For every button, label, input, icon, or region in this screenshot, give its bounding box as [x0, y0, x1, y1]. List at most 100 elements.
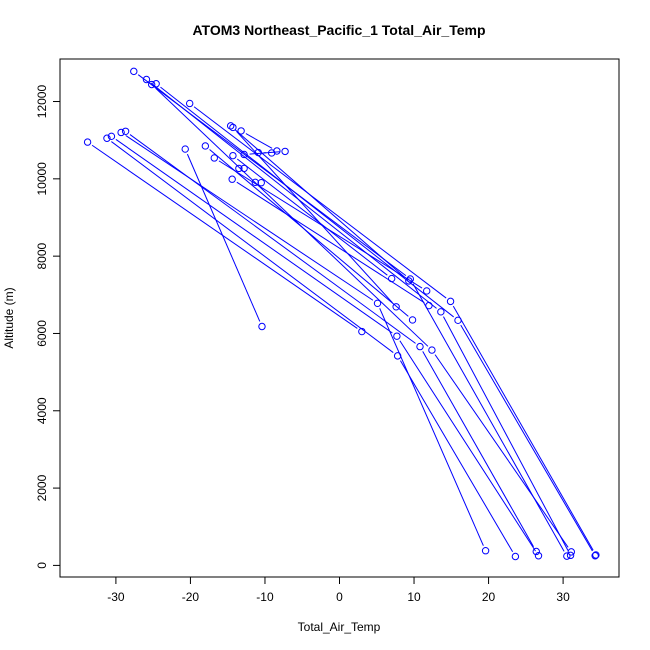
series-segment: [245, 133, 273, 149]
data-point: [425, 301, 433, 310]
series-segment: [129, 134, 416, 344]
data-series: [117, 128, 490, 555]
series-segment: [399, 340, 536, 552]
data-series: [201, 142, 417, 324]
data-point: [446, 297, 455, 306]
x-axis-label: Total_Air_Temp: [298, 620, 381, 634]
data-series: [235, 164, 248, 173]
x-axis: -30 -20 -10 0 10 20 30: [107, 577, 570, 604]
series-segment: [460, 324, 593, 552]
x-tick-label: -10: [256, 590, 274, 604]
data-point: [532, 547, 540, 556]
data-series: [237, 127, 281, 155]
x-tick-label: 20: [482, 590, 496, 604]
x-tick-label: 10: [407, 590, 421, 604]
data-point: [235, 164, 243, 173]
series-segment: [379, 308, 484, 546]
data-series: [103, 134, 520, 561]
series-segment: [111, 141, 394, 353]
data-series: [251, 178, 265, 187]
series-segment: [115, 139, 393, 334]
data-point: [181, 145, 189, 153]
data-point: [103, 134, 111, 142]
data-point: [152, 80, 160, 88]
data-point: [428, 346, 436, 354]
data-point: [142, 75, 151, 84]
y-axis: 0 2000 4000 6000 8000 10000 12000: [35, 85, 60, 569]
data-series: [210, 154, 431, 295]
data-point: [121, 127, 130, 135]
data-point: [566, 551, 575, 560]
data-series: [226, 122, 413, 285]
y-tick-label: 6000: [35, 320, 49, 347]
y-axis-label: Altitude (m): [2, 287, 16, 348]
data-point: [273, 147, 281, 155]
x-tick-label: -20: [182, 590, 200, 604]
data-point: [591, 552, 599, 560]
series-segment: [236, 131, 393, 304]
data-point: [437, 308, 445, 316]
series-segment: [193, 106, 447, 299]
data-point: [592, 551, 600, 559]
series-segment: [186, 153, 261, 322]
data-point: [117, 128, 125, 137]
data-point: [373, 299, 382, 308]
series-segment: [91, 144, 358, 329]
data-point: [563, 552, 571, 560]
data-point: [240, 150, 248, 159]
data-point: [237, 127, 245, 135]
data-series: [229, 123, 400, 311]
data-point: [229, 151, 237, 160]
series-segment: [236, 158, 388, 276]
data-point: [392, 303, 400, 311]
data-point: [481, 547, 490, 555]
data-series: [229, 151, 396, 283]
y-tick-label: 4000: [35, 397, 49, 424]
series-segment: [209, 149, 409, 317]
data-point: [258, 322, 266, 331]
data-series: [181, 145, 266, 331]
data-point: [107, 132, 116, 141]
series-segment: [236, 181, 425, 304]
data-point: [405, 277, 413, 285]
y-tick-label: 2000: [35, 474, 49, 501]
data-series: [228, 175, 433, 310]
series-segment: [452, 305, 594, 551]
series-segment: [443, 316, 569, 551]
data-point: [534, 552, 543, 560]
x-tick-label: 30: [556, 590, 570, 604]
series-segment: [412, 283, 565, 552]
series-layer: [83, 67, 600, 561]
x-tick-label: -30: [107, 590, 125, 604]
data-point: [281, 147, 289, 156]
data-point: [229, 123, 237, 132]
x-tick-label: 0: [336, 590, 343, 604]
data-point: [240, 164, 248, 173]
data-point: [267, 149, 276, 157]
data-point: [147, 80, 156, 89]
data-point: [130, 67, 138, 76]
data-point: [210, 154, 218, 162]
data-series: [152, 80, 599, 560]
data-point: [408, 316, 417, 324]
data-point: [423, 287, 431, 295]
data-point: [416, 342, 424, 351]
data-point: [228, 175, 236, 183]
chart-title: ATOM3 Northeast_Pacific_1 Total_Air_Temp: [192, 22, 485, 38]
data-series: [121, 127, 540, 556]
y-tick-label: 10000: [35, 162, 49, 196]
data-point: [393, 332, 401, 340]
y-tick-label: 12000: [35, 85, 49, 119]
data-series: [185, 99, 600, 559]
data-series: [142, 75, 575, 560]
series-segment: [125, 135, 374, 301]
data-point: [257, 179, 265, 187]
data-point: [83, 138, 92, 146]
data-series: [254, 148, 276, 157]
series-segment: [218, 160, 423, 289]
data-point: [185, 99, 194, 108]
series-segment: [234, 129, 405, 278]
series-segment: [434, 354, 569, 548]
